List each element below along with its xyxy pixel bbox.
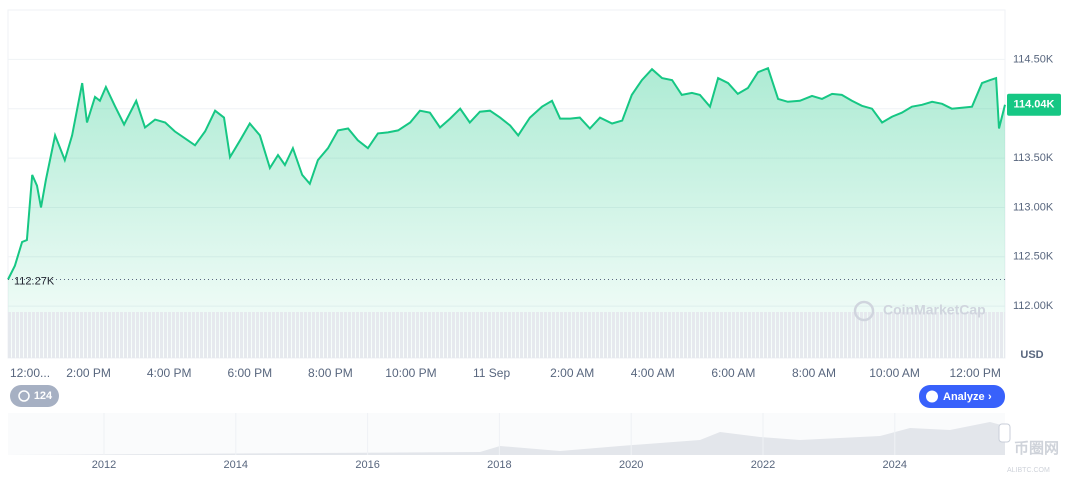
analyze-label[interactable]: Analyze [943,391,985,403]
navigator-year: 2020 [619,459,643,471]
x-tick-label: 12:00... [10,366,50,380]
y-tick-label: 112.00K [1013,300,1054,312]
last-price-label: 114.04K [1014,99,1055,111]
navigator-year: 2012 [92,459,116,471]
x-tick-label: 8:00 PM [308,366,353,380]
x-tick-label: 12:00 PM [949,366,1000,380]
navigator-handle[interactable] [998,423,1011,443]
x-tick-label: 4:00 AM [631,366,675,380]
history-icon [18,390,30,402]
navigator-year: 2018 [487,459,511,471]
site-url: ALIBTC.COM [1007,467,1050,474]
last-price-badge [1007,93,1061,116]
watermark: CoinMarketCap [883,302,986,318]
low-reference-label: 112.27K [14,275,55,287]
navigator-year: 2024 [883,459,907,471]
y-tick-label: 112.50K [1013,251,1054,263]
volume-bars [8,312,1005,358]
history-button[interactable] [10,385,59,407]
navigator-year: 2016 [355,459,379,471]
analyze-icon [926,390,938,403]
y-tick-label: 114.50K [1013,53,1054,65]
x-tick-label: 10:00 PM [385,366,436,380]
x-tick-label: 2:00 PM [66,366,111,380]
y-tick-label: 113.50K [1013,152,1054,164]
x-tick-label: 2:00 AM [550,366,594,380]
watermark-logo [853,300,875,322]
site-logo: 币圈网 [1014,440,1059,457]
analyze-button[interactable] [919,385,1005,408]
navigator-year: 2014 [224,459,248,471]
navigator-year: 2022 [751,459,775,471]
x-tick-label: 8:00 AM [792,366,836,380]
x-tick-label: 4:00 PM [147,366,192,380]
analyze-arrow: › [988,391,992,403]
x-tick-label: 10:00 AM [869,366,920,380]
price-area [8,68,1005,358]
navigator-area [8,422,1005,455]
y-tick-label: 113.00K [1013,201,1054,213]
price-line [7,66,1006,280]
x-tick-label: 6:00 PM [227,366,272,380]
x-tick-label: 11 Sep [473,366,510,380]
history-count[interactable]: 124 [34,390,53,402]
x-tick-label: 6:00 AM [711,366,755,380]
y-unit: USD [1020,349,1043,361]
